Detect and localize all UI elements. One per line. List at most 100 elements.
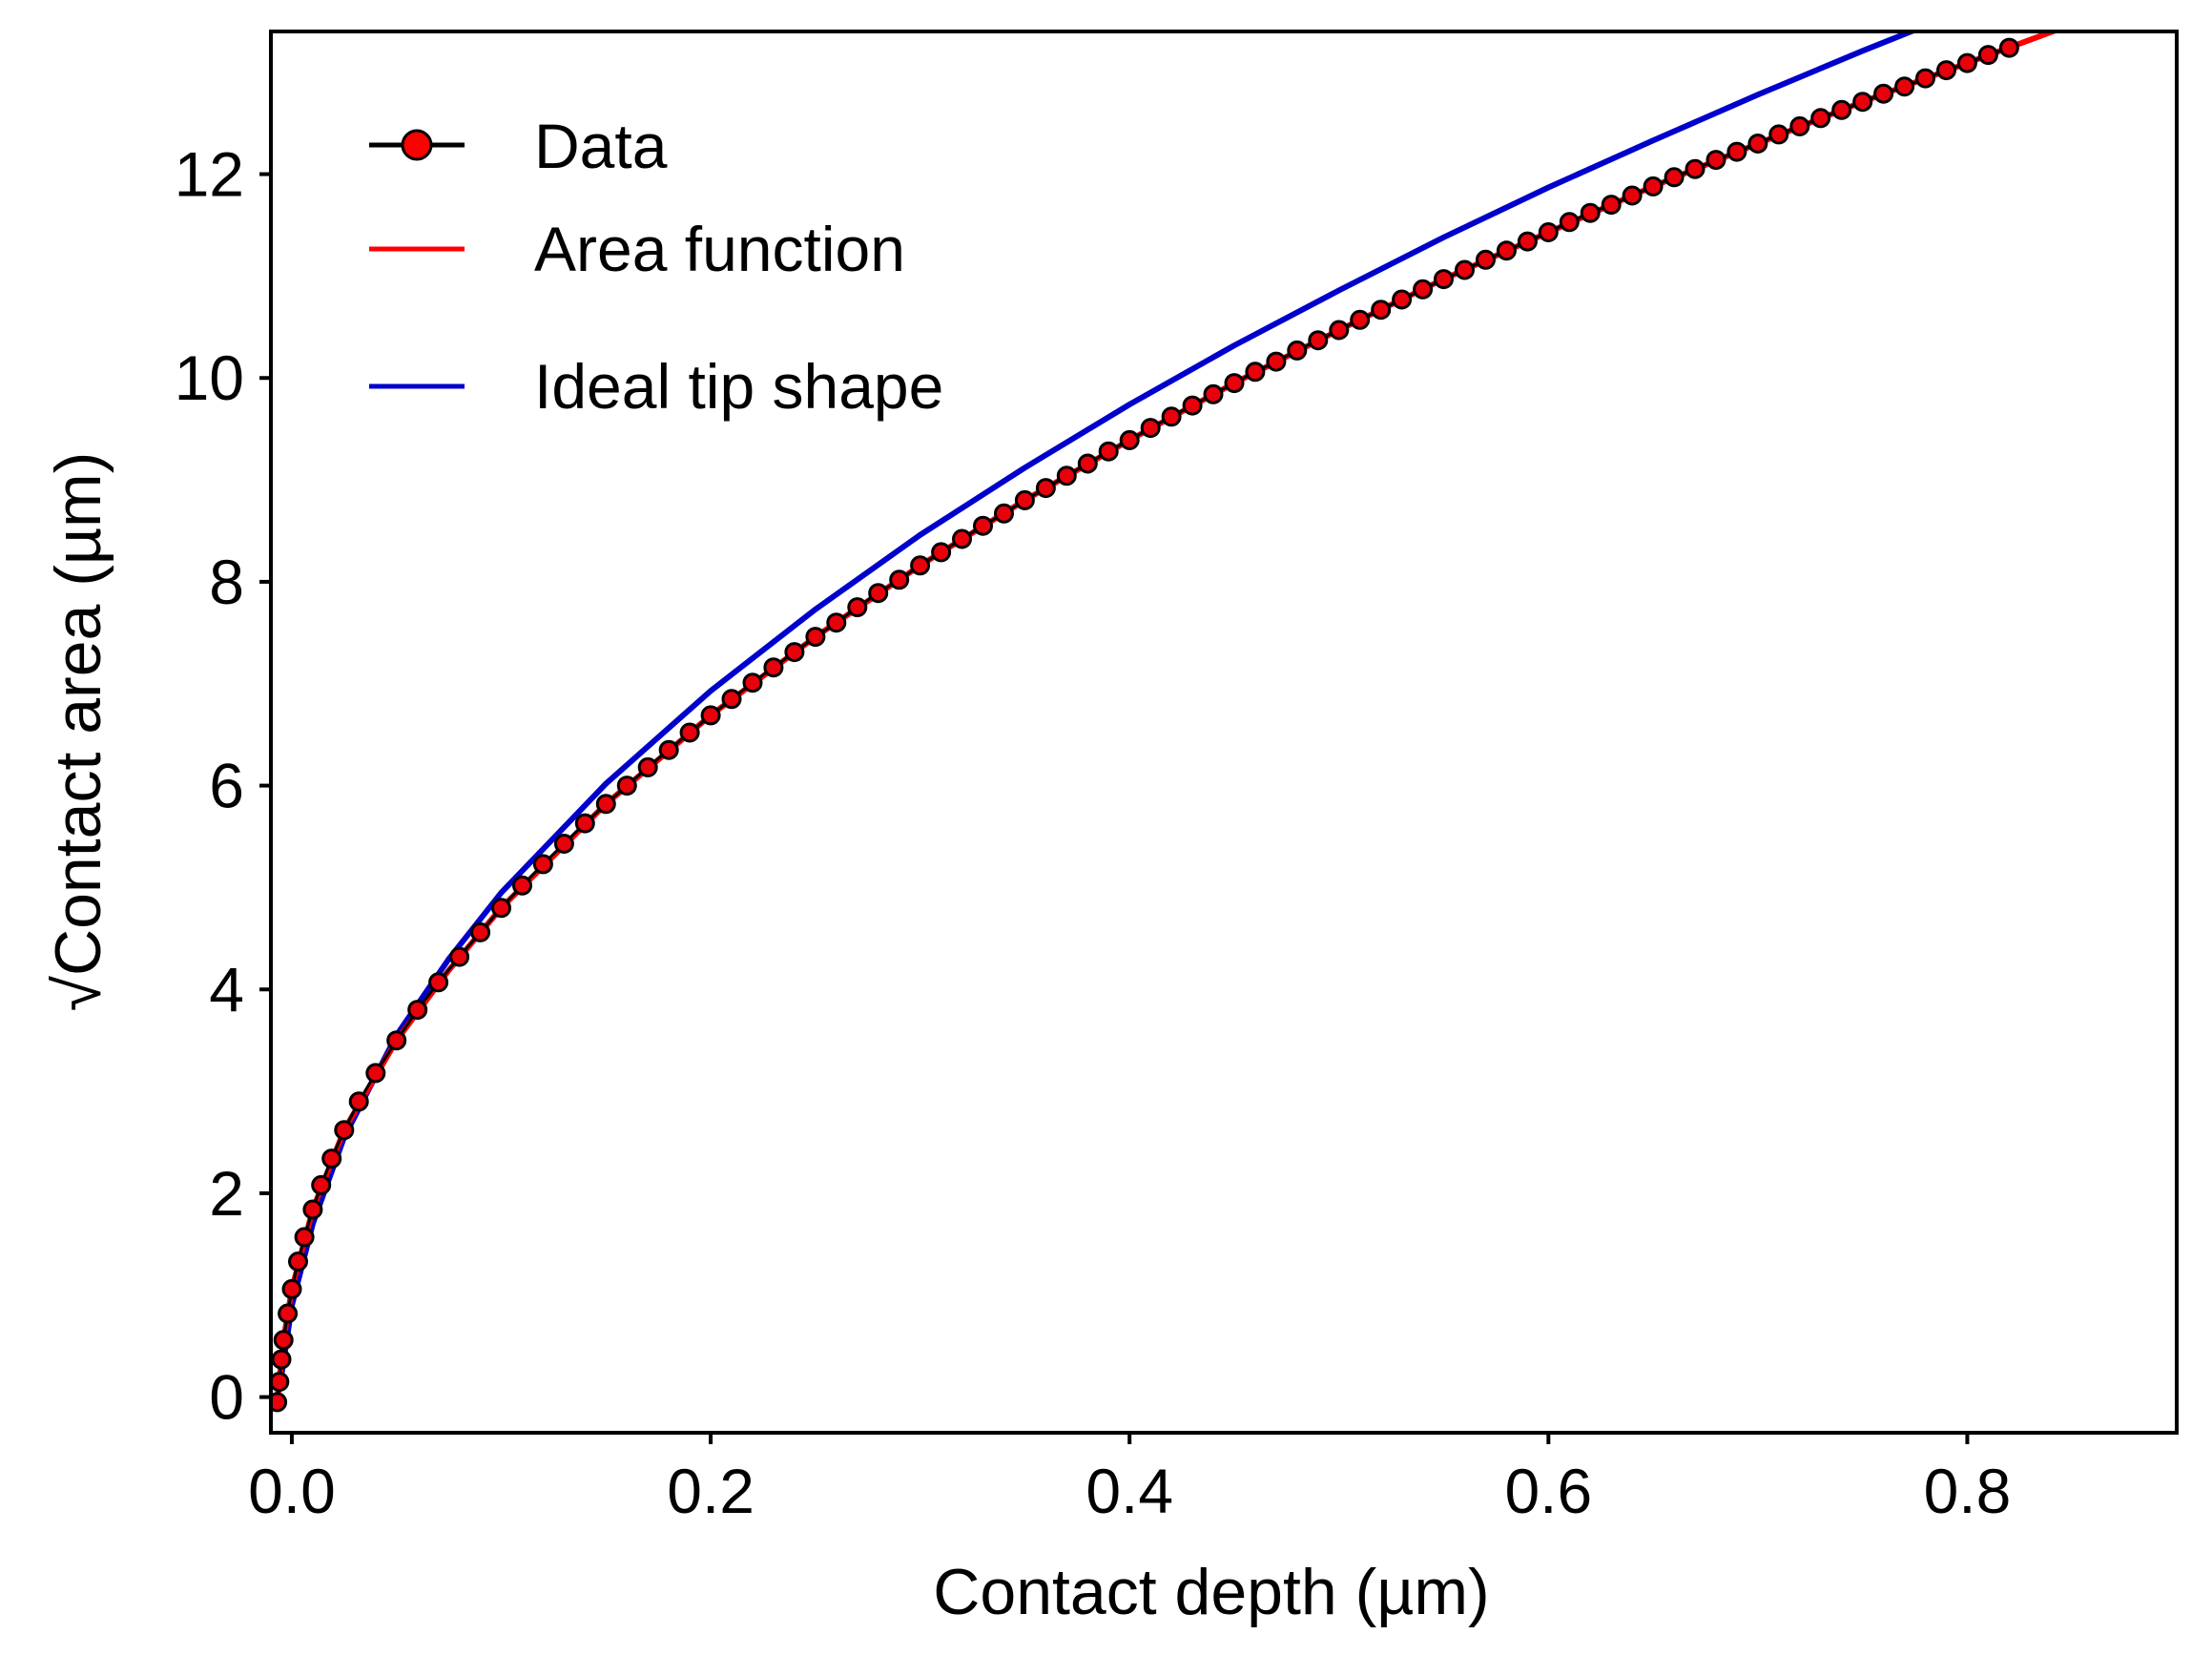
data-point (278, 1303, 299, 1324)
y-axis-ticks: 0 2 4 6 8 10 12 (175, 139, 271, 1433)
legend-data-label: Data (534, 111, 668, 181)
data-point (973, 515, 993, 536)
x-tick-label: 0.6 (1504, 1456, 1592, 1526)
data-point (700, 705, 721, 726)
data-point (1852, 92, 1873, 113)
data-point (1476, 249, 1496, 270)
data-point (1371, 300, 1392, 321)
data-point (334, 1120, 355, 1141)
data-point (553, 834, 574, 854)
data-point (271, 1392, 288, 1413)
data-point (1245, 362, 1266, 383)
data-point (1329, 320, 1350, 341)
data-point (595, 794, 616, 815)
x-axis-ticks: 0.0 0.2 0.4 0.6 0.8 (248, 1433, 2011, 1526)
data-point (1936, 60, 1956, 81)
legend-area-function-label: Area function (534, 214, 905, 284)
legend: Data Area function Ideal tip shape (369, 111, 943, 422)
data-point (281, 1278, 302, 1299)
data-point (889, 569, 910, 590)
data-point (512, 875, 532, 896)
y-tick-label: 8 (209, 547, 244, 617)
data-point (658, 739, 679, 760)
data-point (721, 689, 742, 710)
data-point (532, 854, 553, 875)
data-point (1308, 330, 1329, 351)
data-point (273, 1330, 294, 1351)
data-point (1014, 489, 1035, 510)
data-point (1056, 465, 1077, 486)
data-point (1601, 195, 1622, 216)
data-point (294, 1227, 315, 1248)
x-tick-label: 0.2 (667, 1456, 755, 1526)
data-point (679, 722, 700, 743)
x-tick-label: 0.4 (1085, 1456, 1173, 1526)
data-point (1706, 150, 1726, 171)
data-point (1517, 231, 1538, 252)
data-point (1831, 99, 1852, 120)
data-point (1287, 340, 1308, 361)
legend-ideal-tip-shape-label: Ideal tip shape (534, 351, 943, 422)
data-point (1810, 108, 1831, 129)
data-point (1182, 395, 1203, 416)
data-point (428, 972, 449, 993)
data-point (1350, 309, 1371, 330)
data-point (1580, 202, 1601, 223)
y-tick-label: 0 (209, 1362, 244, 1433)
data-point (826, 612, 847, 633)
data-point (994, 503, 1014, 524)
data-point (1873, 83, 1894, 104)
legend-entry-ideal-tip-shape: Ideal tip shape (369, 351, 943, 422)
data-point (931, 542, 952, 563)
data-point (1768, 124, 1789, 145)
data-point (470, 921, 491, 942)
data-point (271, 1372, 290, 1393)
data-point (1643, 176, 1664, 197)
data-point (449, 946, 470, 967)
data-point (637, 756, 658, 777)
data-point (1685, 158, 1706, 179)
data-point (1496, 240, 1517, 261)
data-point (1559, 212, 1580, 233)
y-tick-label: 10 (175, 342, 244, 413)
data-point (1894, 76, 1915, 97)
x-axis-label: Contact depth (µm) (933, 1556, 1489, 1628)
data-point (1915, 68, 1935, 89)
data-point (1434, 269, 1454, 290)
data-point (1140, 418, 1161, 439)
data-point (868, 583, 889, 604)
data-point (348, 1091, 369, 1112)
data-point (1035, 478, 1056, 499)
series-layer (271, 31, 2061, 1413)
data-point (1789, 115, 1810, 136)
data-point (1998, 37, 2019, 58)
data-point (763, 657, 784, 678)
data-point (1664, 167, 1685, 188)
data-point (271, 1349, 292, 1370)
legend-entry-data: Data (369, 111, 668, 181)
data-point (1392, 289, 1413, 310)
data-point (952, 528, 972, 549)
data-point (321, 1148, 342, 1169)
data-point (365, 1063, 386, 1084)
y-tick-label: 2 (209, 1158, 244, 1229)
data-point (784, 642, 805, 663)
data-point (1538, 222, 1559, 242)
y-tick-label: 6 (209, 751, 244, 821)
x-tick-label: 0.8 (1924, 1456, 2012, 1526)
y-axis-label: √Contact area (µm) (42, 452, 114, 1012)
data-point (1266, 351, 1287, 372)
data-point (1119, 429, 1140, 450)
data-point (1455, 259, 1475, 280)
legend-data-marker (401, 129, 433, 161)
data-point (1622, 185, 1643, 206)
plot-frame (269, 30, 2179, 1435)
data-point (1224, 373, 1245, 394)
data-point (1726, 141, 1747, 162)
data-point (311, 1174, 332, 1195)
data-point (805, 627, 826, 648)
data-point (1977, 45, 1998, 66)
data-point (302, 1199, 323, 1220)
